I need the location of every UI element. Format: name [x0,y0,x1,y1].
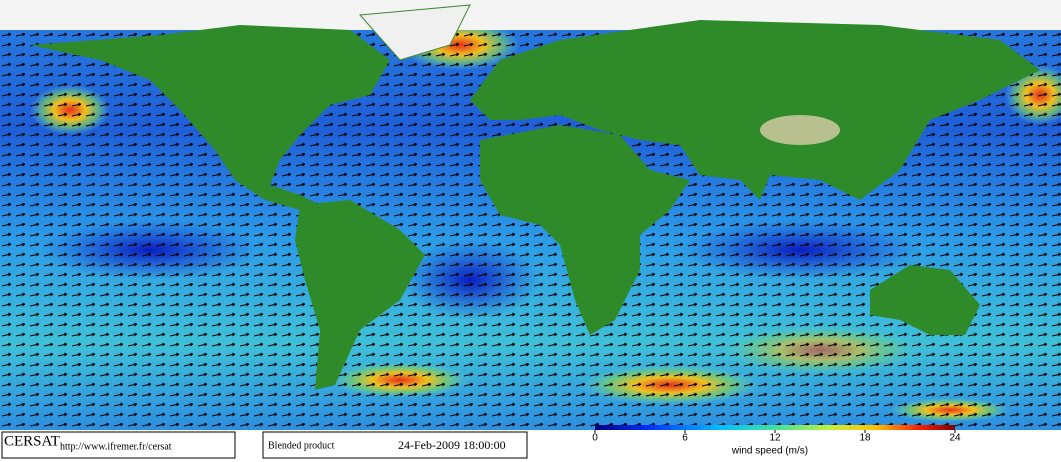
colorbar-tick-label: 0 [592,433,598,444]
colorbar [595,425,955,430]
product: Blended product [268,440,335,451]
info-box [1,431,236,459]
map [0,0,1061,430]
greenland [358,4,471,61]
footer: CERSAT http://www.ifremer.fr/cersat Blen… [0,425,1061,462]
date: 24-Feb-2009 18:00:00 [398,438,506,452]
logo: CERSAT [4,433,60,449]
colorbar-tick-label: 24 [949,433,961,444]
colorbar-label: wind speed (m/s) [731,446,808,457]
colorbar-tick-label: 18 [859,433,871,444]
colorbar-tick-label: 12 [769,433,781,444]
africa [480,125,690,335]
south-america [295,200,425,390]
url[interactable]: http://www.ifremer.fr/cersat [60,441,172,452]
north-america [30,25,390,210]
australia [870,265,980,335]
plateau [760,115,840,145]
product-box [262,431,528,459]
colorbar-tick-label: 6 [682,433,688,444]
eurasia [470,20,1040,200]
polar-ice [0,0,1061,30]
